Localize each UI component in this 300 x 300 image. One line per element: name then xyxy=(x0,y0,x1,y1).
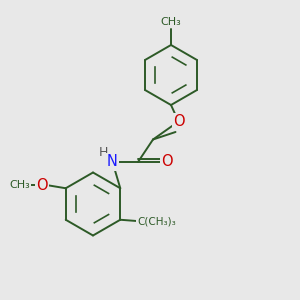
Text: C(CH₃)₃: C(CH₃)₃ xyxy=(137,216,176,226)
Text: CH₃: CH₃ xyxy=(160,16,182,27)
Text: O: O xyxy=(173,114,184,129)
Text: H: H xyxy=(99,146,108,159)
Text: N: N xyxy=(107,154,118,169)
Text: O: O xyxy=(37,178,48,193)
Text: O: O xyxy=(161,154,172,169)
Text: CH₃: CH₃ xyxy=(10,180,31,190)
